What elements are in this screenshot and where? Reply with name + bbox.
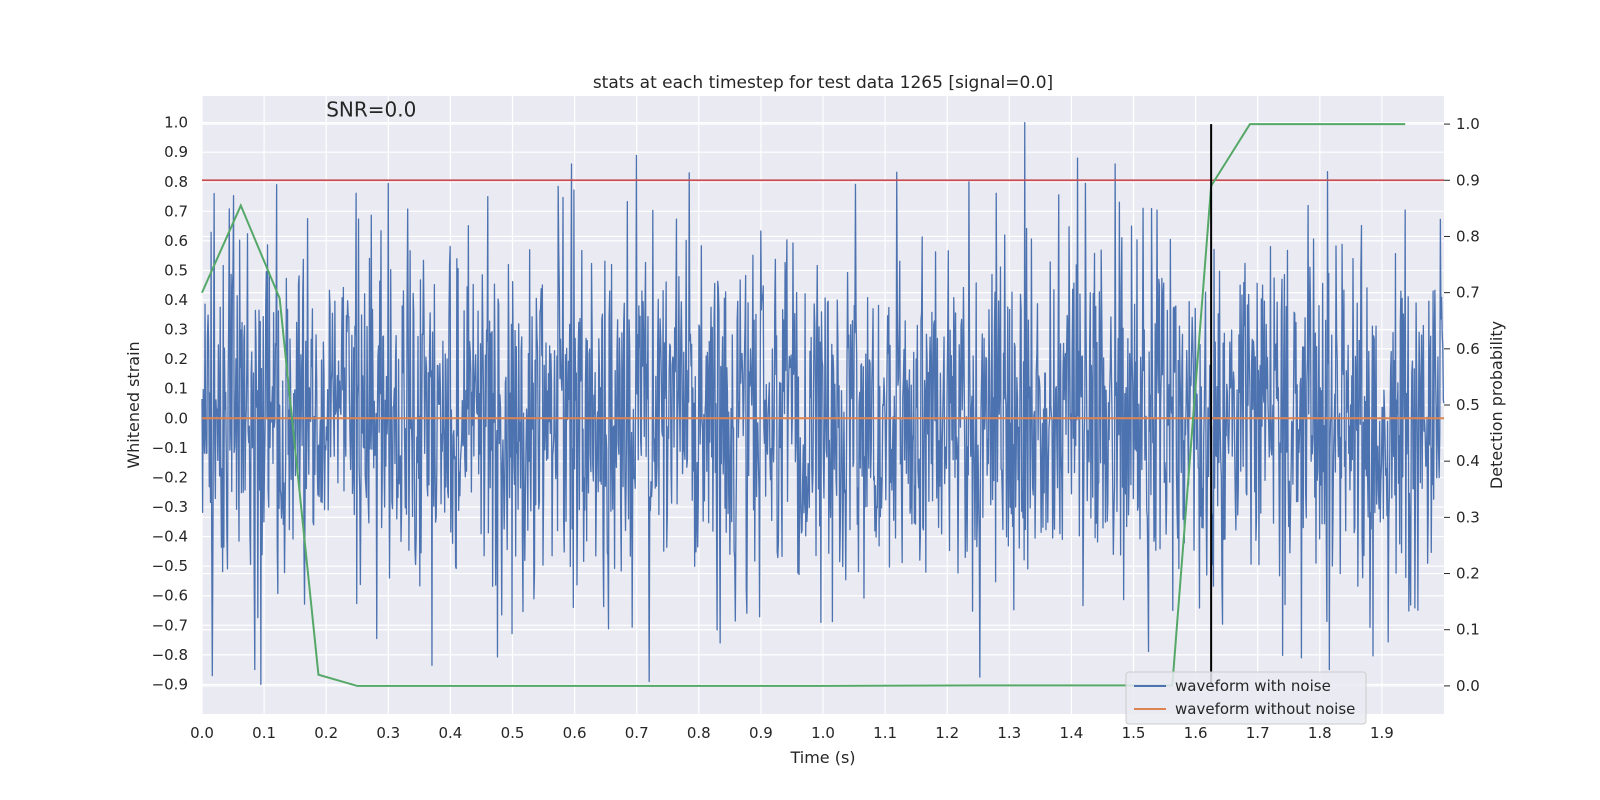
y-tick-label: −0.2	[152, 468, 188, 486]
x-tick-label: 0.2	[314, 724, 338, 742]
x-tick-label: 1.7	[1246, 724, 1270, 742]
y2-tick-label: 0.3	[1456, 508, 1480, 526]
x-tick-label: 0.0	[190, 724, 214, 742]
y-tick-label: 0.8	[164, 173, 188, 191]
y-tick-label: −0.5	[152, 557, 188, 575]
x-tick-label: 1.8	[1308, 724, 1332, 742]
x-tick-label: 1.1	[873, 724, 897, 742]
x-tick-label: 0.4	[438, 724, 462, 742]
x-tick-label: 0.1	[252, 724, 276, 742]
y-tick-label: 0.6	[164, 232, 188, 250]
y2-tick-label: 0.0	[1456, 677, 1480, 695]
y-axis-right: 0.0 0.1 0.2 0.3 0.4 0.5 0.6 0.7 0.8 0.9 1.0	[1444, 115, 1480, 695]
y-tick-label: −0.1	[152, 439, 188, 457]
y2-axis-label: Detection probability	[1487, 321, 1506, 489]
y-tick-label: −0.8	[152, 646, 188, 664]
y-tick-label: 0.1	[164, 380, 188, 398]
plot-area	[201, 121, 1445, 687]
x-tick-label: 0.3	[376, 724, 400, 742]
y-tick-label: 0.0	[164, 409, 188, 427]
x-tick-label: 1.3	[997, 724, 1021, 742]
x-tick-label: 1.4	[1059, 724, 1083, 742]
legend-label-waveform-with-noise: waveform with noise	[1175, 677, 1331, 695]
legend: waveform with noise waveform without noi…	[1125, 671, 1367, 725]
x-axis-label: Time (s)	[789, 748, 855, 767]
x-axis: 0.0 0.1 0.2 0.3 0.4 0.5 0.6 0.7 0.8 0.9 1.0 1.1 1.2 1…	[190, 724, 1394, 742]
series-detection-probability	[201, 123, 1406, 687]
y-tick-label: 0.2	[164, 350, 188, 368]
series-waveform-with-noise	[201, 121, 1445, 686]
y-tick-label: −0.6	[152, 587, 188, 605]
y2-tick-label: 0.6	[1456, 340, 1480, 358]
y-axis-left: −0.9 −0.8 −0.7 −0.6 −0.5 −0.4 −0.3 −0.2 −0.1 0.0 0…	[152, 114, 188, 694]
y-tick-label: 0.5	[164, 261, 188, 279]
chart-title: stats at each timestep for test data 126…	[593, 73, 1053, 93]
x-tick-label: 1.6	[1184, 724, 1208, 742]
x-tick-label: 0.7	[625, 724, 649, 742]
x-tick-label: 1.9	[1370, 724, 1394, 742]
y-tick-label: 0.7	[164, 202, 188, 220]
legend-label-waveform-without-noise: waveform without noise	[1175, 700, 1355, 718]
y-tick-label: −0.4	[152, 528, 188, 546]
x-tick-label: 0.5	[501, 724, 525, 742]
y2-tick-label: 0.8	[1456, 227, 1480, 245]
y2-tick-label: 0.4	[1456, 452, 1480, 470]
y2-tick-label: 0.9	[1456, 171, 1480, 189]
x-tick-label: 0.9	[749, 724, 773, 742]
x-tick-label: 1.0	[811, 724, 835, 742]
y2-tick-label: 0.5	[1456, 396, 1480, 414]
x-tick-label: 0.8	[687, 724, 711, 742]
x-tick-label: 1.2	[935, 724, 959, 742]
legend-box	[1125, 671, 1367, 725]
y2-tick-label: 0.1	[1456, 621, 1480, 639]
y-axis-label: Whitened strain	[124, 341, 143, 468]
x-tick-label: 1.5	[1122, 724, 1146, 742]
y-tick-label: 0.4	[164, 291, 188, 309]
x-tick-label: 0.6	[563, 724, 587, 742]
y-tick-label: 0.9	[164, 143, 188, 161]
y2-tick-label: 0.2	[1456, 565, 1480, 583]
y-tick-label: 1.0	[164, 114, 188, 132]
y-tick-label: −0.9	[152, 675, 188, 693]
y-tick-label: 0.3	[164, 321, 188, 339]
y-tick-label: −0.3	[152, 498, 188, 516]
y2-tick-label: 0.7	[1456, 284, 1480, 302]
y-tick-label: −0.7	[152, 616, 188, 634]
y2-tick-label: 1.0	[1456, 115, 1480, 133]
snr-annotation: SNR=0.0	[326, 98, 416, 122]
